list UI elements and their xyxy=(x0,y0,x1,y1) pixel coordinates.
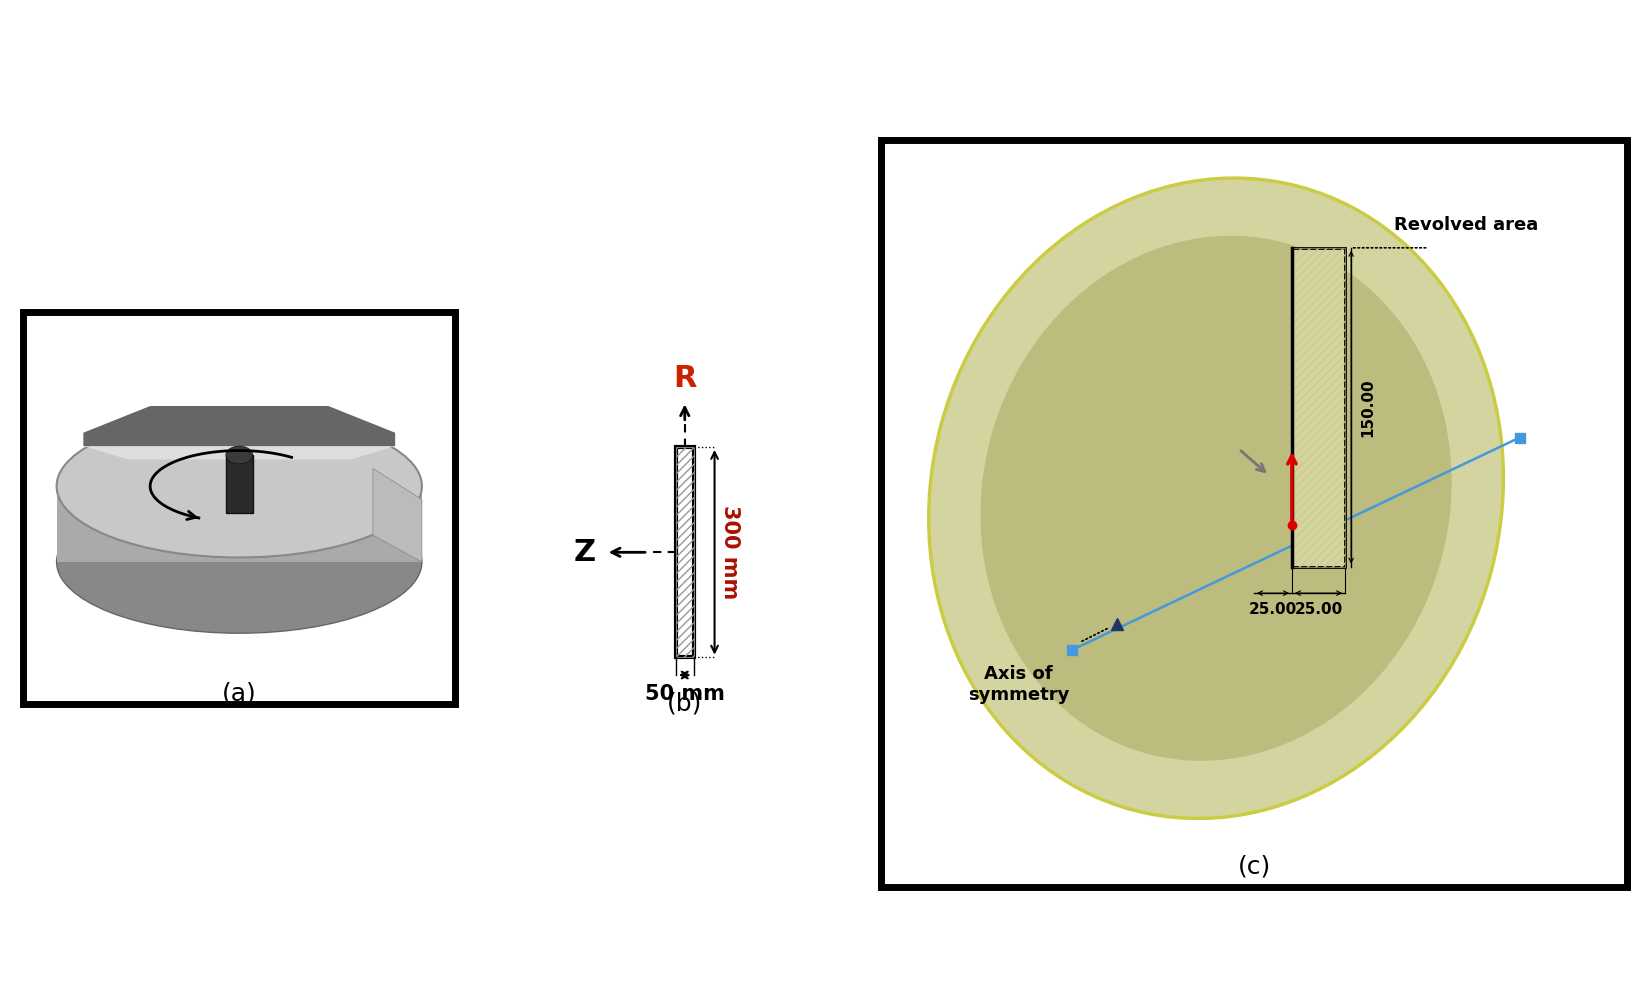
Polygon shape xyxy=(84,424,396,460)
Polygon shape xyxy=(373,469,422,562)
Text: Z: Z xyxy=(573,537,596,567)
Text: (a): (a) xyxy=(221,681,257,705)
Ellipse shape xyxy=(56,491,422,633)
Text: (c): (c) xyxy=(1238,854,1270,878)
Bar xyxy=(676,447,693,657)
Text: (b): (b) xyxy=(667,691,703,715)
Text: 300 mm: 300 mm xyxy=(719,505,739,599)
Bar xyxy=(23,312,455,705)
Text: 25.00: 25.00 xyxy=(1249,602,1297,617)
Text: 150.00: 150.00 xyxy=(1360,378,1374,437)
Text: Axis of
symmetry: Axis of symmetry xyxy=(969,665,1069,704)
FancyBboxPatch shape xyxy=(226,455,252,512)
Ellipse shape xyxy=(226,446,252,464)
Bar xyxy=(676,447,693,657)
Ellipse shape xyxy=(980,235,1452,761)
Text: 50 mm: 50 mm xyxy=(645,684,724,704)
Text: R: R xyxy=(673,364,696,393)
Ellipse shape xyxy=(929,178,1503,819)
Text: Revolved area: Revolved area xyxy=(1394,216,1539,234)
Polygon shape xyxy=(56,487,422,562)
Ellipse shape xyxy=(56,415,422,557)
Text: 25.00: 25.00 xyxy=(1294,602,1343,617)
Bar xyxy=(1292,248,1345,566)
Polygon shape xyxy=(84,406,396,446)
Bar xyxy=(1292,248,1345,566)
